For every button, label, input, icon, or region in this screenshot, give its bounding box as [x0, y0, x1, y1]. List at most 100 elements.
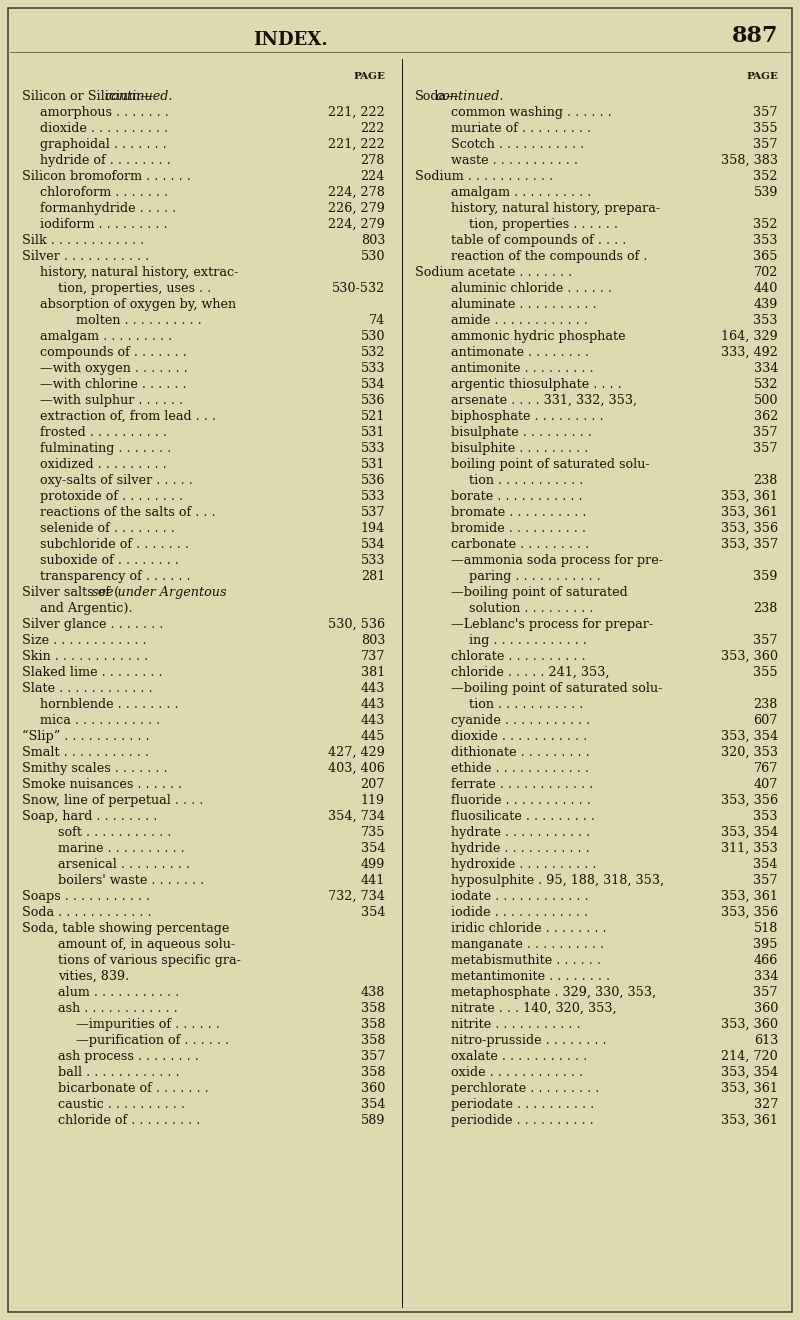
Text: 311, 353: 311, 353: [722, 842, 778, 855]
Text: ing . . . . . . . . . . . .: ing . . . . . . . . . . . .: [469, 634, 587, 647]
Text: amalgam . . . . . . . . . .: amalgam . . . . . . . . . .: [451, 186, 591, 199]
Text: amorphous . . . . . . .: amorphous . . . . . . .: [40, 106, 169, 119]
Text: amalgam . . . . . . . . .: amalgam . . . . . . . . .: [40, 330, 172, 343]
Text: 407: 407: [754, 777, 778, 791]
Text: Silicon bromoform . . . . . .: Silicon bromoform . . . . . .: [22, 170, 191, 183]
Text: 222: 222: [361, 121, 385, 135]
Text: boilers' waste . . . . . . .: boilers' waste . . . . . . .: [58, 874, 204, 887]
Text: 353, 357: 353, 357: [721, 539, 778, 550]
Text: dioxide . . . . . . . . . . .: dioxide . . . . . . . . . . .: [451, 730, 587, 743]
Text: 353, 354: 353, 354: [721, 826, 778, 840]
Text: PAGE: PAGE: [746, 73, 778, 81]
Text: 238: 238: [754, 698, 778, 711]
Text: 355: 355: [754, 121, 778, 135]
Text: Slate . . . . . . . . . . . .: Slate . . . . . . . . . . . .: [22, 682, 153, 696]
Text: manganate . . . . . . . . . .: manganate . . . . . . . . . .: [451, 939, 604, 950]
Text: 403, 406: 403, 406: [328, 762, 385, 775]
Text: 539: 539: [754, 186, 778, 199]
Text: 353, 361: 353, 361: [721, 890, 778, 903]
Text: chloride . . . . . 241, 353,: chloride . . . . . 241, 353,: [451, 667, 610, 678]
Text: tion . . . . . . . . . . .: tion . . . . . . . . . . .: [469, 698, 583, 711]
Text: perchlorate . . . . . . . . .: perchlorate . . . . . . . . .: [451, 1082, 599, 1096]
Text: 533: 533: [361, 362, 385, 375]
Text: —with oxygen . . . . . . .: —with oxygen . . . . . . .: [40, 362, 188, 375]
Text: Soda, table showing percentage: Soda, table showing percentage: [22, 921, 230, 935]
Text: —Leblanc's process for prepar-: —Leblanc's process for prepar-: [451, 618, 653, 631]
Text: 360: 360: [754, 1002, 778, 1015]
Text: 352: 352: [754, 218, 778, 231]
Text: mica . . . . . . . . . . .: mica . . . . . . . . . . .: [40, 714, 160, 727]
Text: 533: 533: [361, 442, 385, 455]
Text: Slaked lime . . . . . . . .: Slaked lime . . . . . . . .: [22, 667, 162, 678]
Text: 224, 279: 224, 279: [328, 218, 385, 231]
Text: 354: 354: [361, 1098, 385, 1111]
Text: 530: 530: [361, 330, 385, 343]
Text: 537: 537: [361, 506, 385, 519]
Text: soft . . . . . . . . . . .: soft . . . . . . . . . . .: [58, 826, 171, 840]
Text: 354: 354: [361, 842, 385, 855]
Text: metabismuthite . . . . . .: metabismuthite . . . . . .: [451, 954, 601, 968]
Text: paring . . . . . . . . . . .: paring . . . . . . . . . . .: [469, 570, 601, 583]
Text: hydride . . . . . . . . . . .: hydride . . . . . . . . . . .: [451, 842, 590, 855]
Text: Silicon or Silicium—: Silicon or Silicium—: [22, 90, 153, 103]
Text: formanhydride . . . . .: formanhydride . . . . .: [40, 202, 176, 215]
Text: 353, 356: 353, 356: [721, 795, 778, 807]
Text: dioxide . . . . . . . . . .: dioxide . . . . . . . . . .: [40, 121, 168, 135]
Text: borate . . . . . . . . . . .: borate . . . . . . . . . . .: [451, 490, 582, 503]
Text: 357: 357: [754, 986, 778, 999]
Text: antimonate . . . . . . . .: antimonate . . . . . . . .: [451, 346, 589, 359]
Text: Silver salts of (: Silver salts of (: [22, 586, 119, 599]
Text: reaction of the compounds of .: reaction of the compounds of .: [451, 249, 647, 263]
Text: 533: 533: [361, 490, 385, 503]
Text: —impurities of . . . . . .: —impurities of . . . . . .: [76, 1018, 220, 1031]
Text: 534: 534: [361, 378, 385, 391]
Text: ash process . . . . . . . .: ash process . . . . . . . .: [58, 1049, 199, 1063]
Text: tion, properties . . . . . .: tion, properties . . . . . .: [469, 218, 618, 231]
Text: 357: 357: [754, 106, 778, 119]
Text: 518: 518: [754, 921, 778, 935]
Text: tion, properties, uses . .: tion, properties, uses . .: [58, 282, 211, 294]
Text: 737: 737: [361, 649, 385, 663]
Text: 278: 278: [361, 154, 385, 168]
Text: amide . . . . . . . . . . . .: amide . . . . . . . . . . . .: [451, 314, 588, 327]
Text: history, natural history, extrac-: history, natural history, extrac-: [40, 267, 238, 279]
Text: 607: 607: [754, 714, 778, 727]
Text: muriate of . . . . . . . . .: muriate of . . . . . . . . .: [451, 121, 591, 135]
Text: 353: 353: [754, 810, 778, 822]
Text: arsenical . . . . . . . . .: arsenical . . . . . . . . .: [58, 858, 190, 871]
Text: bromate . . . . . . . . . .: bromate . . . . . . . . . .: [451, 506, 586, 519]
Text: 320, 353: 320, 353: [721, 746, 778, 759]
Text: 353, 354: 353, 354: [721, 1067, 778, 1078]
Text: bromide . . . . . . . . . .: bromide . . . . . . . . . .: [451, 521, 586, 535]
Text: Silver glance . . . . . . .: Silver glance . . . . . . .: [22, 618, 163, 631]
Text: 357: 357: [754, 139, 778, 150]
Text: Smoke nuisances . . . . . .: Smoke nuisances . . . . . .: [22, 777, 182, 791]
Text: iodate . . . . . . . . . . . .: iodate . . . . . . . . . . . .: [451, 890, 589, 903]
Text: ammonic hydric phosphate: ammonic hydric phosphate: [451, 330, 626, 343]
Text: 353, 360: 353, 360: [721, 1018, 778, 1031]
Text: ash . . . . . . . . . . . .: ash . . . . . . . . . . . .: [58, 1002, 178, 1015]
Text: bisulphite . . . . . . . . .: bisulphite . . . . . . . . .: [451, 442, 588, 455]
Text: 702: 702: [754, 267, 778, 279]
Text: 353, 361: 353, 361: [721, 1082, 778, 1096]
Text: chlorate . . . . . . . . . .: chlorate . . . . . . . . . .: [451, 649, 586, 663]
Text: graphoidal . . . . . . .: graphoidal . . . . . . .: [40, 139, 166, 150]
Text: tion . . . . . . . . . . .: tion . . . . . . . . . . .: [469, 474, 583, 487]
Text: solution . . . . . . . . .: solution . . . . . . . . .: [469, 602, 594, 615]
Text: boiling point of saturated solu-: boiling point of saturated solu-: [451, 458, 650, 471]
Text: 732, 734: 732, 734: [328, 890, 385, 903]
Text: 441: 441: [361, 874, 385, 887]
Text: 226, 279: 226, 279: [328, 202, 385, 215]
Text: 531: 531: [361, 426, 385, 440]
Text: compounds of . . . . . . .: compounds of . . . . . . .: [40, 346, 186, 359]
Text: oxy-salts of silver . . . . .: oxy-salts of silver . . . . .: [40, 474, 193, 487]
Text: periodide . . . . . . . . . .: periodide . . . . . . . . . .: [451, 1114, 594, 1127]
Text: 281: 281: [361, 570, 385, 583]
Text: nitrite . . . . . . . . . . .: nitrite . . . . . . . . . . .: [451, 1018, 581, 1031]
Text: dithionate . . . . . . . . .: dithionate . . . . . . . . .: [451, 746, 590, 759]
Text: frosted . . . . . . . . . .: frosted . . . . . . . . . .: [40, 426, 167, 440]
Text: fluosilicate . . . . . . . . .: fluosilicate . . . . . . . . .: [451, 810, 595, 822]
Text: marine . . . . . . . . . .: marine . . . . . . . . . .: [58, 842, 185, 855]
Text: 353, 356: 353, 356: [721, 906, 778, 919]
Text: Sodium acetate . . . . . . .: Sodium acetate . . . . . . .: [415, 267, 572, 279]
